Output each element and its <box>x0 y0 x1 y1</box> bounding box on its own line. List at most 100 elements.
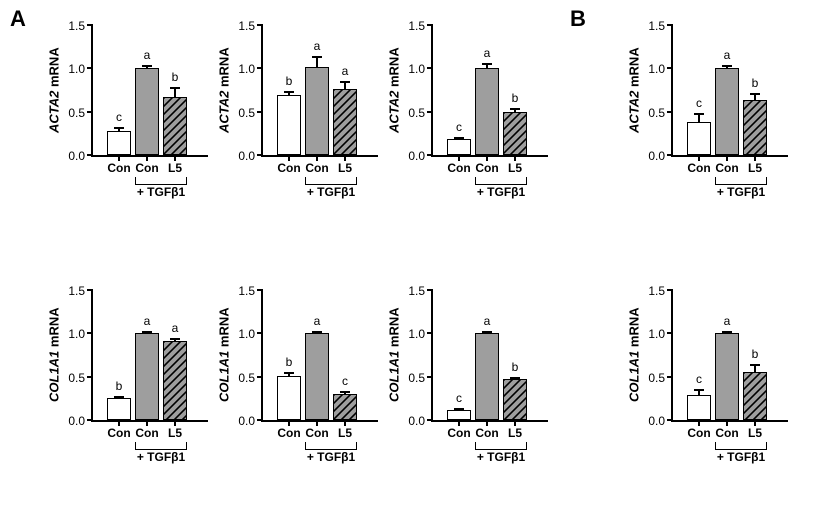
error-cap <box>340 81 350 83</box>
bar <box>715 333 739 420</box>
plot-area: 0.00.51.01.5cConaConbL5+ TGFβ1 <box>671 25 788 157</box>
x-tick-label: Con <box>305 161 328 175</box>
error-cap <box>694 389 704 391</box>
y-tick <box>667 289 673 291</box>
bar <box>333 394 357 420</box>
x-tick-label: Con <box>475 426 498 440</box>
error-cap <box>482 63 492 65</box>
error-cap <box>750 93 760 95</box>
y-tick <box>87 332 93 334</box>
x-tick-label: Con <box>475 161 498 175</box>
y-tick-label: 0.5 <box>408 106 425 120</box>
significance-label: b <box>512 91 519 105</box>
y-tick-label: 1.5 <box>238 19 255 33</box>
error-bar <box>344 82 346 89</box>
plot-area: 0.00.51.01.5cConaConbL5+ TGFβ1 <box>671 290 788 422</box>
y-tick <box>667 376 673 378</box>
significance-label: b <box>752 76 759 90</box>
x-tick-label: Con <box>715 161 738 175</box>
y-tick <box>667 24 673 26</box>
y-tick <box>87 24 93 26</box>
significance-label: a <box>342 64 349 78</box>
y-tick <box>257 24 263 26</box>
group-bracket <box>715 177 767 185</box>
group-bracket <box>715 442 767 450</box>
bar <box>107 398 131 420</box>
x-tick-label: Con <box>687 161 710 175</box>
y-tick-label: 0.0 <box>408 414 425 428</box>
significance-label: c <box>696 96 702 110</box>
bar <box>333 89 357 155</box>
x-tick-label: L5 <box>338 426 352 440</box>
bar <box>475 68 499 155</box>
y-tick-label: 0.0 <box>68 149 85 163</box>
y-axis-label: COL1A1 mRNA <box>625 290 643 420</box>
significance-label: c <box>696 372 702 386</box>
bar <box>687 122 711 155</box>
significance-label: a <box>314 39 321 53</box>
chart-A1_bot: COL1A1 mRNA0.00.51.01.5bConaConaL5+ TGFβ… <box>45 290 210 490</box>
error-cap <box>454 408 464 410</box>
group-bracket-label: + TGFβ1 <box>137 185 185 199</box>
group-bracket-label: + TGFβ1 <box>717 450 765 464</box>
chart-B_top: ACTA2 mRNA0.00.51.01.5cConaConbL5+ TGFβ1 <box>625 25 790 225</box>
x-tick-label: Con <box>447 426 470 440</box>
error-cap <box>454 137 464 139</box>
y-tick-label: 1.0 <box>648 327 665 341</box>
error-cap <box>170 87 180 89</box>
x-tick-label: Con <box>107 426 130 440</box>
chart-B_bot: COL1A1 mRNA 0.00.51.01.5cConaConbL5+ TGFβ… <box>625 290 790 490</box>
y-tick <box>427 24 433 26</box>
y-tick-label: 0.0 <box>408 149 425 163</box>
chart-A3_top: ACTA2 mRNA0.00.51.01.5cConaConbL5+ TGFβ1 <box>385 25 550 225</box>
y-tick-label: 1.5 <box>238 284 255 298</box>
error-cap <box>510 377 520 379</box>
group-bracket-label: + TGFβ1 <box>307 450 355 464</box>
error-cap <box>482 331 492 333</box>
y-tick-label: 0.5 <box>68 371 85 385</box>
y-tick <box>667 419 673 421</box>
y-tick <box>257 111 263 113</box>
y-tick <box>87 289 93 291</box>
y-tick <box>427 154 433 156</box>
bar <box>163 341 187 420</box>
x-tick-label: Con <box>687 426 710 440</box>
y-tick <box>87 419 93 421</box>
chart-A2_bot: COL1A1 mRNA0.00.51.01.5bConaConcL5+ TGFβ… <box>215 290 380 490</box>
bar <box>475 333 499 420</box>
y-tick-label: 0.5 <box>68 106 85 120</box>
error-cap <box>114 396 124 398</box>
y-tick-label: 0.5 <box>408 371 425 385</box>
bar <box>447 139 471 155</box>
y-tick-label: 1.0 <box>238 327 255 341</box>
group-bracket-label: + TGFβ1 <box>307 185 355 199</box>
plot-area: 0.00.51.01.5cConaConbL5+ TGFβ1 <box>431 25 548 157</box>
significance-label: c <box>116 110 122 124</box>
y-axis-label: ACTA2 mRNA <box>215 25 233 155</box>
group-bracket <box>135 442 187 450</box>
y-tick-label: 0.5 <box>648 106 665 120</box>
y-tick-label: 1.5 <box>68 19 85 33</box>
significance-label: a <box>144 314 151 328</box>
error-cap <box>340 391 350 393</box>
significance-label: c <box>456 120 462 134</box>
error-bar <box>698 114 700 122</box>
figure: { "figure": { "width": 826, "height": 53… <box>0 0 826 532</box>
group-bracket <box>135 177 187 185</box>
significance-label: a <box>724 314 731 328</box>
bar <box>503 112 527 155</box>
error-cap <box>284 91 294 93</box>
y-tick <box>257 419 263 421</box>
chart-A2_top: ACTA2 mRNA 0.00.51.01.5bConaConaL5+ TGFβ1 <box>215 25 380 225</box>
bar <box>107 131 131 155</box>
y-tick-label: 0.5 <box>238 106 255 120</box>
plot-area: 0.00.51.01.5bConaConaL5+ TGFβ1 <box>261 25 378 157</box>
x-tick-label: Con <box>447 161 470 175</box>
y-tick-label: 1.0 <box>408 62 425 76</box>
bar <box>743 372 767 420</box>
chart-A3_bot: COL1A1 mRNA0.00.51.01.5cConaConbL5+ TGFβ… <box>385 290 550 490</box>
y-tick <box>257 332 263 334</box>
x-tick-label: Con <box>107 161 130 175</box>
bar <box>277 376 301 420</box>
y-tick <box>427 376 433 378</box>
